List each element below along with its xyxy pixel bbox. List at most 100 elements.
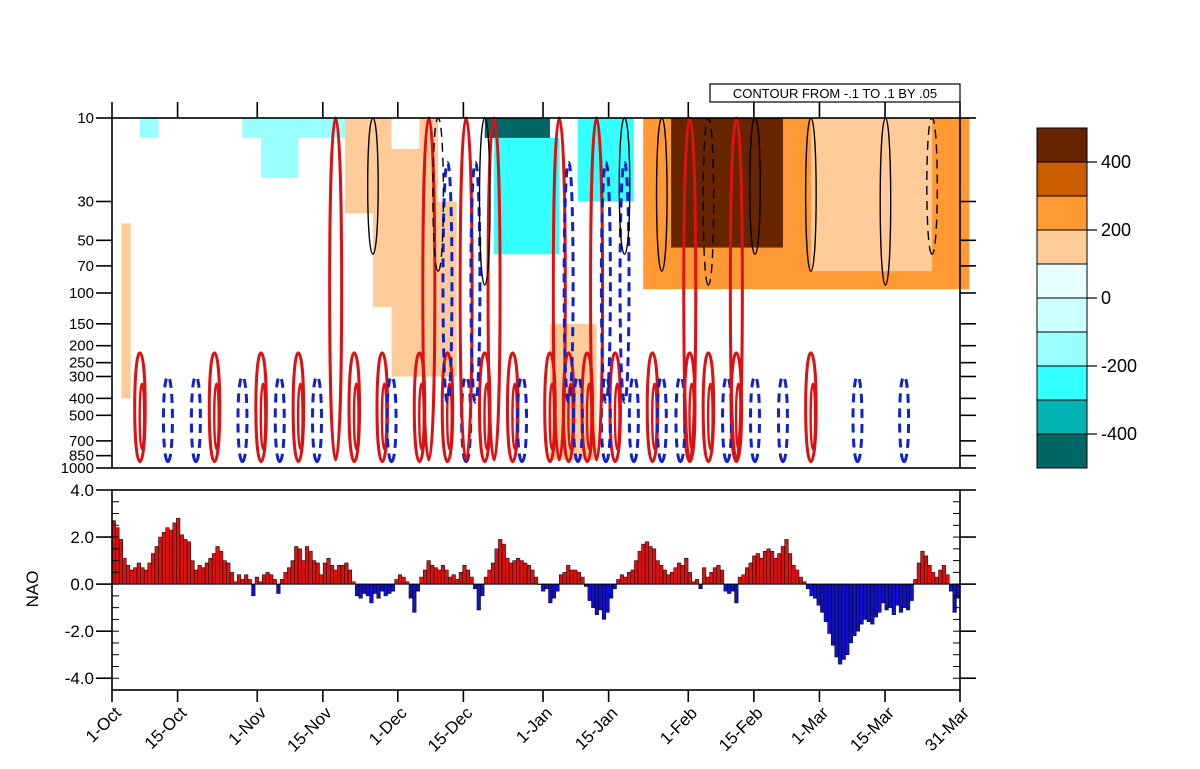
upper-ytick-label-6: 200 [69, 338, 94, 355]
xtick-label-5: 15-Dec [424, 703, 477, 756]
nao-bar-91 [437, 569, 442, 585]
nao-bar-40 [254, 576, 259, 585]
nao-bar-186 [777, 553, 782, 585]
nao-bar-68 [355, 583, 360, 597]
contour-positive-lower-inner-2 [259, 382, 267, 451]
nao-bar-85 [415, 583, 420, 592]
nao-bar-6 [133, 567, 138, 585]
upper-ytick-label-0: 10 [77, 110, 94, 127]
nao-bar-216 [884, 583, 889, 611]
colorbar-swatch-3 [1036, 331, 1088, 367]
nao-bar-79 [394, 579, 399, 585]
nao-bar-95 [451, 574, 456, 585]
contour-positive-lower-inner-16 [706, 382, 714, 451]
nao-bar-137 [601, 583, 607, 620]
nao-bar-207 [852, 583, 857, 637]
nao-bar-37 [244, 574, 249, 585]
nao-bar-33 [229, 572, 234, 585]
contour-positive-lower-inner-7 [446, 382, 453, 451]
nao-bar-87 [423, 569, 428, 585]
upper-ytick-label-11: 700 [69, 433, 94, 450]
nao-bar-94 [448, 576, 453, 585]
shaded-cell-11 [671, 118, 783, 248]
nao-bar-215 [881, 583, 886, 604]
nao-bar-123 [551, 583, 556, 599]
nao-bar-165 [702, 567, 707, 585]
shaded-cell-8 [494, 137, 560, 255]
nao-bar-124 [555, 583, 560, 592]
nao-bar-189 [788, 553, 793, 585]
contour-positive-lower-inner-18 [809, 382, 817, 451]
nao-bar-54 [304, 546, 310, 585]
nao-bar-22 [190, 560, 195, 585]
upper-ytick-label-4: 100 [69, 285, 94, 302]
nao-bar-52 [297, 548, 302, 585]
nao-bar-134 [591, 583, 596, 608]
nao-bar-81 [401, 576, 406, 585]
nao-bar-223 [909, 583, 914, 601]
nao-bar-80 [397, 574, 403, 585]
nao-bar-222 [906, 583, 911, 611]
nao-bar-114 [519, 560, 524, 585]
nao-bar-178 [748, 562, 753, 585]
nao-bar-27 [208, 557, 213, 585]
nao-bar-149 [644, 541, 649, 585]
contour-positive-lower-inner-3 [296, 382, 304, 451]
contour-negative-lower-5 [385, 374, 398, 464]
lower-y-tick-labels: 4.0 2.0 0.0 -2.0 -4.0 [65, 481, 94, 688]
nao-bar-38 [247, 579, 252, 585]
nao-bar-47 [279, 579, 284, 585]
nao-bar-152 [655, 560, 660, 585]
contour-positive-upper-0 [328, 116, 344, 462]
nao-bar-78 [390, 583, 395, 592]
contour-positive-lower-inner-14 [651, 382, 658, 451]
contour-negative-upper-2 [562, 161, 575, 404]
nao-bar-111 [508, 562, 513, 585]
shaded-cell-12 [810, 118, 933, 272]
nao-bar-8 [140, 567, 145, 585]
contour-negative-upper-1 [469, 161, 482, 404]
nao-bar-25 [201, 567, 206, 585]
nao-bar-153 [659, 565, 664, 585]
nao-bar-135 [594, 583, 599, 615]
lower-ytick-label-4: -4.0 [65, 669, 94, 688]
nao-bar-70 [362, 583, 367, 594]
nao-bar-155 [666, 574, 671, 585]
contour-negative-upper-0 [441, 161, 454, 404]
shaded-cell-0 [139, 118, 159, 138]
nao-bar-198 [820, 583, 825, 613]
xtick-label-0: 1-Oct [82, 703, 125, 746]
nao-bar-55 [308, 550, 313, 585]
upper-ytick-label-9: 400 [69, 390, 94, 407]
nao-bar-24 [197, 565, 202, 585]
nao-bar-42 [262, 574, 267, 585]
nao-bar-32 [226, 562, 231, 585]
nao-bar-83 [408, 583, 413, 599]
contour-negative-lower-10 [627, 374, 640, 464]
nao-bar-121 [544, 583, 549, 590]
upper-ytick-label-5: 150 [69, 316, 94, 333]
contour-positive-lower-inner-12 [585, 382, 593, 451]
xtick-label-10: 1-Mar [787, 703, 832, 748]
nao-bar-100 [469, 576, 474, 585]
lower-ytick-label-3: -2.0 [65, 622, 94, 641]
nao-bar-214 [877, 583, 882, 613]
nao-bar-96 [455, 579, 460, 585]
nao-bar-35 [236, 574, 242, 585]
nao-bar-140 [612, 583, 617, 590]
nao-bar-191 [795, 569, 800, 585]
nao-bar-39 [251, 583, 256, 597]
nao-bar-99 [465, 569, 471, 585]
contour-negative-lower-3 [273, 374, 286, 464]
nao-bar-48 [283, 572, 288, 585]
nao-bar-14 [161, 532, 166, 585]
nao-bar-204 [841, 583, 846, 660]
lower-ytick-label-1: 2.0 [70, 528, 94, 547]
nao-bar-98 [462, 565, 467, 585]
nao-bar-141 [616, 579, 621, 585]
nao-bar-43 [265, 572, 270, 585]
nao-bar-19 [179, 534, 184, 585]
nao-bar-23 [194, 569, 199, 585]
nao-bar-206 [848, 583, 853, 644]
